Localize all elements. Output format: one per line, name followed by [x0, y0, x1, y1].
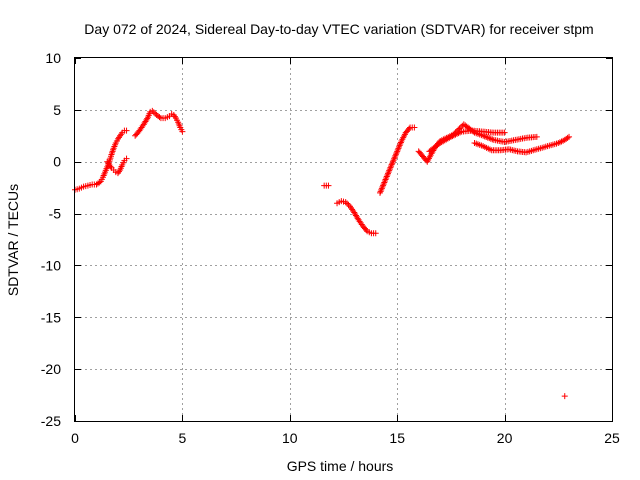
data-point-arc6: [384, 172, 391, 179]
y-tick-label: -5: [49, 206, 62, 222]
data-point-arc5: [372, 230, 379, 237]
data-point-arc6: [381, 179, 388, 186]
data-point-arc6: [394, 148, 401, 155]
data-point-arc6: [406, 125, 413, 132]
data-point-arc6: [393, 149, 400, 156]
data-point-arc6: [380, 180, 387, 187]
plot-frame: [74, 57, 613, 422]
data-point-arc6: [382, 176, 389, 183]
data-point-arc6: [384, 170, 391, 177]
x-tick-label: 20: [497, 430, 513, 446]
data-point-arc2: [123, 155, 130, 162]
data-point-arc1: [96, 179, 103, 186]
x-tick-label: 10: [282, 430, 298, 446]
data-point-arc7: [470, 128, 477, 135]
data-point-outlier: [561, 393, 568, 400]
data-point-arc5: [354, 215, 361, 222]
grid-layer: [75, 58, 612, 421]
data-point-arc6: [383, 173, 390, 180]
data-point-arc6: [396, 142, 403, 149]
data-point-arc6: [386, 166, 393, 173]
ticks-layer: [75, 58, 613, 422]
y-tick-label: 5: [53, 102, 61, 118]
data-point-arc6: [389, 160, 396, 167]
data-point-arc6: [383, 175, 390, 182]
y-tick-label: -15: [41, 309, 61, 325]
data-point-arc6: [390, 157, 397, 164]
data-point-arc6: [377, 188, 384, 195]
data-point-arc3: [150, 109, 157, 116]
data-point-arc7: [457, 124, 464, 131]
data-point-arc6: [397, 139, 404, 146]
data-point-arc6: [392, 152, 399, 159]
data-point-arc6: [379, 183, 386, 190]
chart-title: Day 072 of 2024, Sidereal Day-to-day VTE…: [84, 21, 593, 37]
data-point-arc6: [378, 186, 385, 193]
data-point-arc6: [388, 163, 395, 170]
data-point-arc3: [144, 115, 151, 122]
tick-labels-layer: 0 5 10 15 20 25 -25 -20 -15 -10 -5 0 5 10: [41, 50, 620, 446]
data-point-arc3: [179, 128, 186, 135]
data-point-arc5: [345, 201, 352, 208]
data-point-arc6: [396, 143, 403, 150]
data-point-arc6: [381, 177, 388, 184]
y-axis-label: SDTVAR / TECUs: [5, 184, 21, 296]
data-point-arc6: [387, 164, 394, 171]
data-point-arc6: [391, 155, 398, 162]
data-point-arc6: [411, 124, 418, 131]
x-axis-label: GPS time / hours: [287, 458, 394, 474]
data-point-arc6: [386, 167, 393, 174]
data-point-arc9: [564, 134, 571, 141]
x-tick-label: 25: [604, 430, 620, 446]
data-point-arc5: [344, 200, 351, 207]
data-point-arc6: [391, 154, 398, 161]
data-point-arc6: [378, 185, 385, 192]
data-point-arc6: [395, 145, 402, 152]
data-point-arc6: [392, 151, 399, 158]
y-tick-label: -10: [41, 257, 61, 273]
data-point-arc4: [325, 182, 332, 189]
data-point-arc6: [397, 140, 404, 147]
data-point-arc6: [377, 189, 384, 196]
data-point-arc9: [566, 133, 573, 140]
data-point-arc5: [363, 226, 370, 233]
data-point-arc5: [342, 199, 349, 206]
x-tick-label: 15: [389, 430, 405, 446]
data-point-arc3: [149, 107, 156, 114]
y-tick-label: -20: [41, 361, 61, 377]
data-point-arc6: [380, 182, 387, 189]
y-tick-label: -25: [41, 413, 61, 429]
data-point-arc6: [385, 169, 392, 176]
data-point-arc6: [389, 158, 396, 165]
x-tick-label: 5: [179, 430, 187, 446]
y-tick-label: 10: [45, 50, 61, 66]
data-point-arc8: [501, 129, 508, 136]
data-point-arc7: [456, 125, 463, 132]
data-point-arc3: [156, 114, 163, 121]
points-layer: [72, 107, 573, 400]
data-point-arc1: [123, 127, 130, 134]
x-tick-label: 0: [71, 430, 79, 446]
y-tick-label: 0: [53, 154, 61, 170]
data-point-arc6: [394, 146, 401, 153]
data-point-arc7: [533, 133, 540, 140]
data-point-arc6: [388, 161, 395, 168]
